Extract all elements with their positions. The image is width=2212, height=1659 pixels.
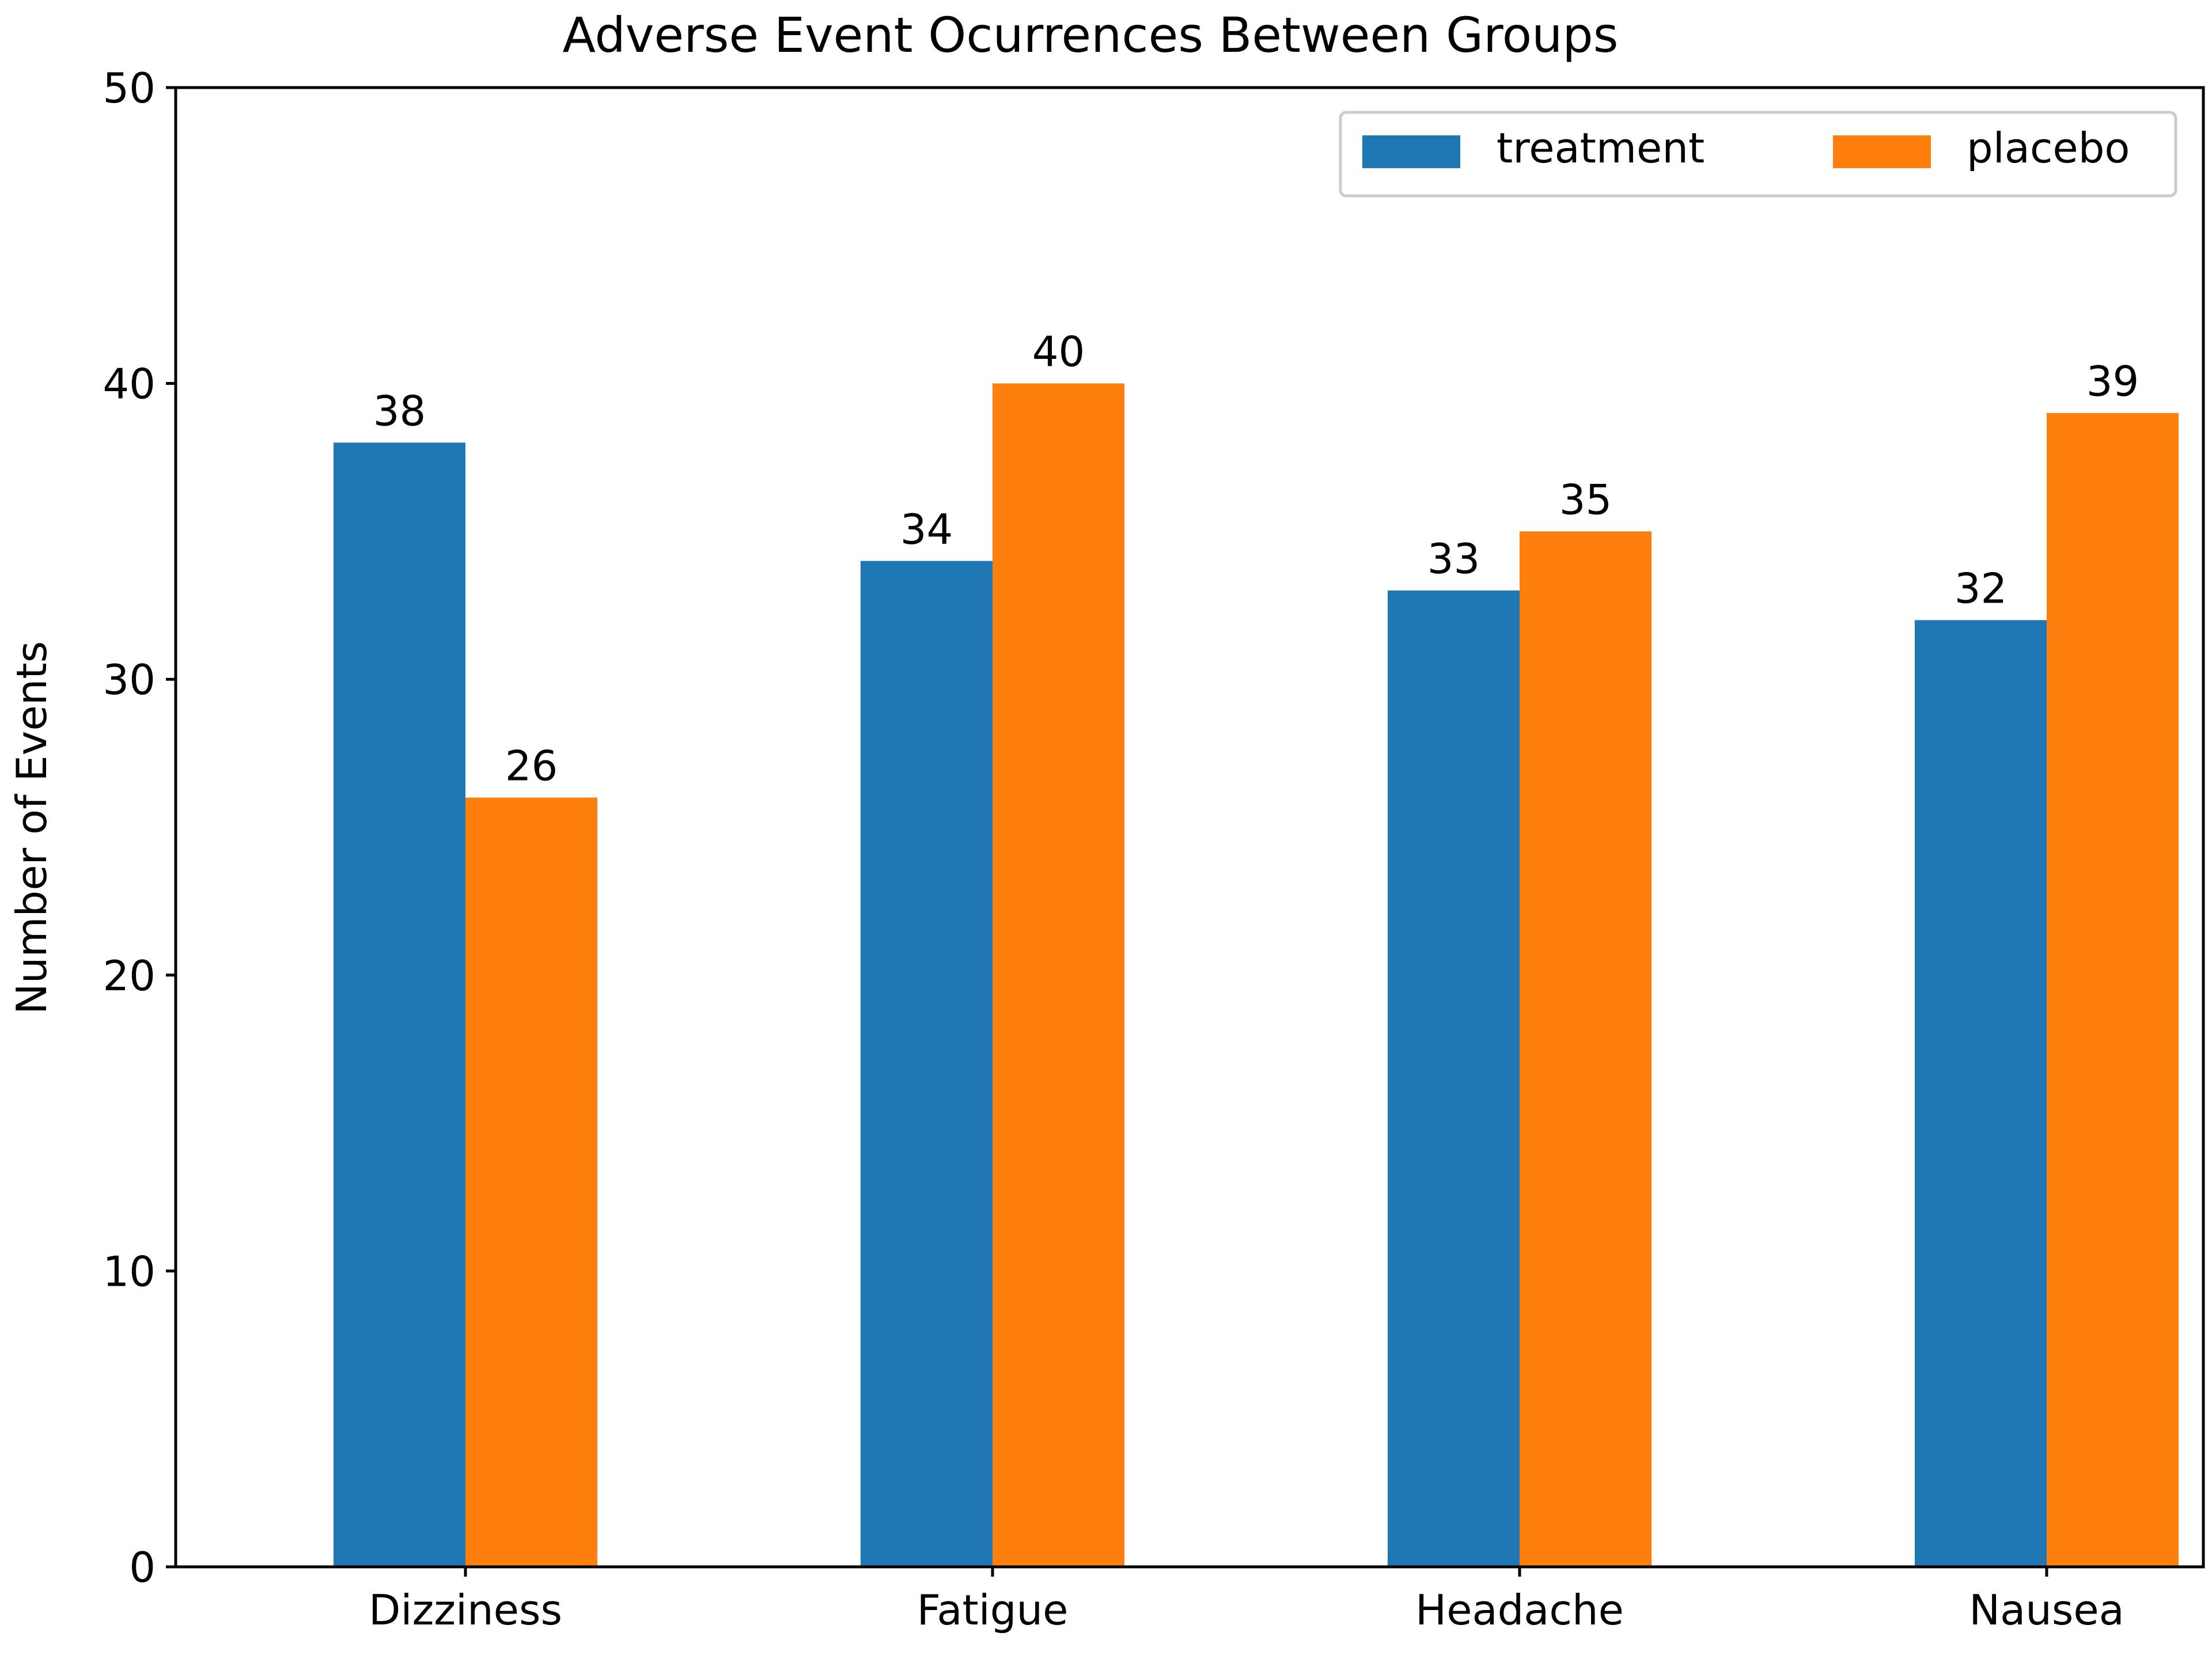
y-tick-label-40: 40 — [103, 360, 156, 408]
bar-treatment-nausea — [1915, 620, 2047, 1567]
legend-box — [1339, 111, 2177, 198]
data-label-treatment-fatigue: 34 — [900, 505, 953, 554]
bars-layer — [334, 383, 2179, 1567]
x-tick-label-nausea: Nausea — [1969, 1586, 2124, 1634]
legend-swatch-treatment — [1362, 135, 1460, 168]
bar-placebo-nausea — [2047, 412, 2179, 1567]
bar-placebo-fatigue — [993, 383, 1124, 1567]
y-axis: 0 10 20 30 40 50 — [103, 64, 176, 1592]
legend-swatch-placebo — [1833, 135, 1931, 168]
bar-treatment-dizziness — [334, 442, 465, 1567]
x-axis: Dizziness Fatigue Headache Nausea — [369, 1567, 2124, 1634]
x-tick-label-dizziness: Dizziness — [369, 1586, 562, 1634]
data-label-treatment-headache: 33 — [1427, 535, 1480, 583]
plot-frame — [174, 86, 2205, 1569]
data-label-treatment-nausea: 32 — [1955, 564, 2008, 612]
data-label-treatment-dizziness: 38 — [373, 387, 426, 435]
chart-title: Adverse Event Ocurrences Between Groups — [563, 7, 1619, 63]
legend: treatment placebo — [1339, 111, 2177, 198]
data-label-placebo-dizziness: 26 — [505, 742, 558, 790]
y-tick-label-50: 50 — [103, 64, 156, 112]
y-tick-label-20: 20 — [103, 952, 156, 1000]
legend-label-placebo: placebo — [1967, 124, 2130, 172]
bar-placebo-headache — [1520, 531, 1652, 1567]
bar-treatment-fatigue — [861, 560, 993, 1567]
data-label-placebo-nausea: 39 — [2086, 357, 2139, 406]
data-labels-layer: 38 26 34 40 33 35 32 39 — [373, 328, 2139, 790]
legend-label-treatment: treatment — [1497, 124, 1705, 172]
data-label-placebo-headache: 35 — [1559, 475, 1612, 524]
x-tick-label-headache: Headache — [1415, 1586, 1624, 1634]
y-tick-label-10: 10 — [103, 1247, 156, 1296]
bar-treatment-headache — [1388, 590, 1520, 1567]
data-label-placebo-fatigue: 40 — [1032, 328, 1085, 376]
y-axis-label: Number of Events — [7, 641, 56, 1014]
bar-placebo-dizziness — [465, 797, 597, 1567]
x-tick-label-fatigue: Fatigue — [917, 1586, 1069, 1634]
y-tick-label-30: 30 — [103, 656, 156, 704]
y-tick-label-0: 0 — [129, 1543, 156, 1592]
